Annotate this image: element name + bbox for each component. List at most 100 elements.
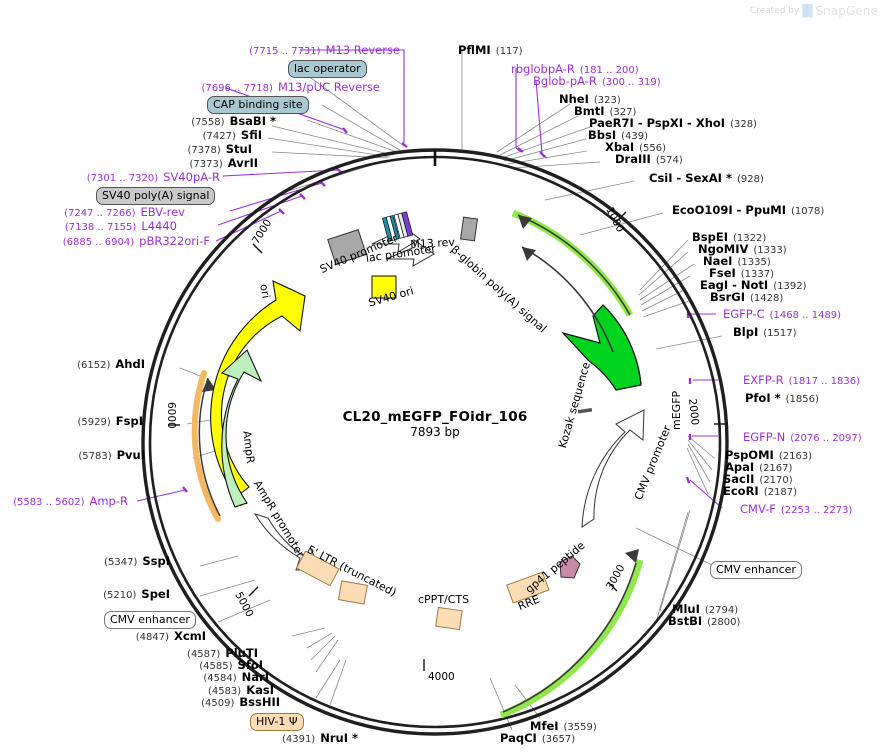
label-stui[interactable]: (7378) StuI	[60, 142, 252, 156]
label-sv40-polya-signal[interactable]: SV40 poly(A) signal	[96, 187, 216, 205]
label-xcmi[interactable]: (4847) XcmI	[60, 629, 206, 643]
label-ahdi[interactable]: (6152) AhdI	[40, 357, 145, 371]
position: (1333)	[753, 245, 787, 256]
feature-name: M13/pUC Reverse	[277, 80, 380, 94]
label-pvui[interactable]: (5783) PvuI	[40, 448, 145, 462]
label-ngomiv[interactable]: NgoMIV (1333)	[698, 242, 787, 256]
label-l4440[interactable]: (7138 .. 7155) L4440	[10, 219, 177, 233]
label-bbsi[interactable]: BbsI (439)	[588, 128, 648, 142]
label-blpi[interactable]: BlpI (1517)	[733, 325, 796, 339]
label-cap-binding-site[interactable]: CAP binding site	[207, 96, 309, 114]
feature-name: CsiI - SexAI *	[649, 171, 732, 185]
label-fsei[interactable]: FseI (1337)	[709, 266, 774, 280]
label-pspomi[interactable]: PspOMI (2163)	[725, 448, 812, 462]
label-bspei[interactable]: BspEI (1322)	[692, 230, 766, 244]
label-rbglobpa-r[interactable]: rbglobpA-R (181 .. 200)	[511, 62, 639, 76]
label-lac-operator[interactable]: lac operator	[288, 60, 367, 78]
label-nrui[interactable]: (4391) NruI *	[160, 731, 358, 745]
feature-name: NgoMIV	[698, 242, 749, 256]
label-bstbi[interactable]: BstBI (2800)	[668, 614, 740, 628]
label-egfp-n[interactable]: EGFP-N (2076 .. 2097)	[743, 430, 862, 444]
axis-tick-6000: 6000	[165, 402, 177, 429]
label-mfei[interactable]: MfeI (3559)	[530, 719, 597, 733]
label-draiii[interactable]: DraIII (574)	[615, 152, 683, 166]
label-xbai[interactable]: XbaI (556)	[605, 140, 666, 154]
label-bsabi[interactable]: (7558) BsaBI *	[60, 114, 276, 128]
position: (7138 .. 7155)	[64, 222, 137, 233]
label-sfii[interactable]: (7427) SfiI	[60, 128, 262, 142]
label-paer7i-pspxi-xhoi[interactable]: PaeR7I - PspXI - XhoI (328)	[589, 116, 757, 130]
position: (5783)	[78, 451, 112, 462]
label-sspi[interactable]: (5347) SspI	[60, 554, 170, 568]
label-pflmi[interactable]: PflMI (117)	[458, 43, 523, 57]
label-m13-puc-reverse[interactable]: (7696 .. 7718) M13/pUC Reverse	[10, 80, 380, 94]
feature-name: PluTI	[225, 646, 258, 660]
position: (7301 .. 7320)	[86, 173, 159, 184]
label-pluti[interactable]: (4587) PluTI	[90, 646, 258, 660]
feature-name: BsrGI	[710, 290, 745, 304]
feature-name: AhdI	[115, 357, 145, 371]
label-mlui[interactable]: MluI (2794)	[672, 602, 738, 616]
label-csii-sexai[interactable]: CsiI - SexAI * (928)	[649, 171, 764, 185]
label-bsrgi[interactable]: BsrGI (1428)	[710, 290, 783, 304]
label-cmv-enhancer-right[interactable]: CMV enhancer	[710, 561, 802, 579]
label-ebv-rev[interactable]: (7247 .. 7266) EBV-rev	[10, 205, 185, 219]
label-egfp-c[interactable]: EGFP-C (1468 .. 1489)	[723, 307, 841, 321]
feature-name: PflMI	[458, 43, 491, 57]
label-sacii[interactable]: SacII (2170)	[723, 472, 793, 486]
label-naei[interactable]: NaeI (1335)	[703, 254, 771, 268]
label-bmti[interactable]: BmtI (327)	[574, 104, 636, 118]
feature-name: PfoI *	[745, 391, 781, 405]
position: (1337)	[740, 269, 775, 280]
feature-name: SfoI	[237, 658, 263, 672]
label-bsshii[interactable]: (4509) BssHII	[90, 695, 280, 709]
label-spei[interactable]: (5210) SpeI	[60, 587, 170, 601]
label-avrii[interactable]: (7373) AvrII	[60, 156, 258, 170]
position: (4509)	[201, 698, 235, 709]
label-pbr322ori-f[interactable]: (6885 .. 6904) pBR322ori-F	[6, 234, 210, 248]
feature-name: EcoO109I - PpuMI	[672, 203, 786, 217]
feature-name: BstBI	[668, 614, 703, 628]
label-nari[interactable]: (4584) NarI	[90, 670, 269, 684]
label-pfoi[interactable]: PfoI * (1856)	[745, 391, 819, 405]
feature-name: Bglob-pA-R	[533, 74, 597, 88]
position: (7378)	[187, 145, 221, 156]
label-exfp-r[interactable]: EXFP-R (1817 .. 1836)	[743, 373, 860, 387]
position: (7715 .. 7731)	[249, 46, 321, 57]
feature-name: ApaI	[725, 460, 755, 474]
label-kasi[interactable]: (4583) KasI	[90, 683, 274, 697]
position: (7427)	[202, 131, 236, 142]
label-cmv-f[interactable]: CMV-F (2253 .. 2273)	[740, 502, 852, 516]
label-eagi-noti[interactable]: EagI - NotI (1392)	[700, 278, 806, 292]
label-apai[interactable]: ApaI (2167)	[725, 460, 792, 474]
label-sv40pa-r[interactable]: (7301 .. 7320) SV40pA-R	[10, 170, 220, 184]
position: (1517)	[763, 328, 797, 339]
label-cmv-enhancer-left[interactable]: CMV enhancer	[104, 611, 196, 629]
feature-name: NruI *	[320, 731, 358, 745]
feature-name: BssHII	[239, 695, 280, 709]
label-ecoo109i-ppumi[interactable]: EcoO109I - PpuMI (1078)	[672, 203, 824, 217]
position: (117)	[495, 46, 523, 57]
label-nhei[interactable]: NheI (323)	[559, 92, 621, 106]
snapgene-logo-icon: ▇	[802, 3, 813, 18]
label-paqci[interactable]: PaqCI (3657)	[500, 731, 575, 745]
label-ecori[interactable]: EcoRI (2187)	[723, 484, 797, 498]
position: (2794)	[704, 605, 739, 616]
feature-name: EagI - NotI	[700, 278, 769, 292]
feature-name: DraIII	[615, 152, 651, 166]
feature-name: XcmI	[174, 629, 206, 643]
position: (3657)	[541, 734, 576, 745]
label-sfoi[interactable]: (4585) SfoI	[90, 658, 263, 672]
feature-name: PaqCI	[500, 731, 537, 745]
label-bglob-pa-r[interactable]: Bglob-pA-R (300 .. 319)	[533, 74, 661, 88]
position: (6152)	[77, 360, 111, 371]
label-amp-r[interactable]: (5583 .. 5602) Amp-R	[8, 494, 128, 508]
label-hiv-1-psi[interactable]: HIV-1 Ψ	[250, 713, 304, 731]
label-fspi[interactable]: (5929) FspI	[40, 414, 143, 428]
feature-label-megfp: mEGFP	[670, 390, 683, 430]
label-m13-reverse[interactable]: (7715 .. 7731) M13 Reverse	[60, 43, 400, 57]
feature-name: Amp-R	[89, 494, 128, 508]
position: (1856)	[785, 394, 819, 405]
feature-label-cppt-cts: cPPT/CTS	[418, 593, 470, 606]
feature-name: PspOMI	[725, 448, 774, 462]
